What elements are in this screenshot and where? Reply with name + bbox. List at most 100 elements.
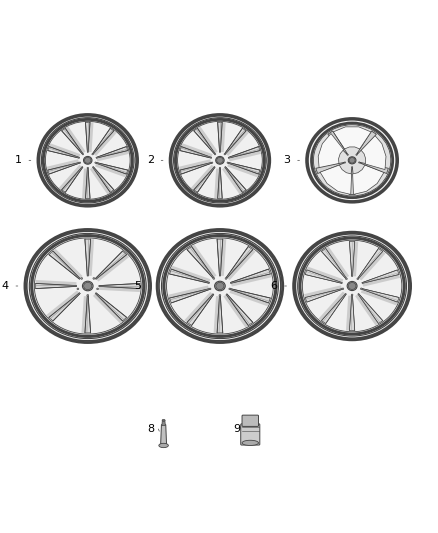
Ellipse shape [342, 288, 344, 289]
Polygon shape [307, 266, 343, 282]
Ellipse shape [349, 158, 355, 163]
Text: 3: 3 [283, 155, 290, 165]
Polygon shape [318, 292, 346, 321]
Ellipse shape [359, 162, 360, 163]
Polygon shape [230, 269, 270, 283]
Polygon shape [99, 284, 140, 288]
Ellipse shape [242, 440, 258, 446]
Polygon shape [318, 134, 344, 169]
Polygon shape [230, 289, 270, 303]
Polygon shape [95, 251, 127, 279]
Polygon shape [225, 167, 246, 192]
Polygon shape [358, 248, 383, 278]
Polygon shape [360, 134, 386, 169]
Ellipse shape [346, 278, 347, 280]
Polygon shape [65, 126, 85, 154]
Polygon shape [218, 168, 222, 198]
Ellipse shape [95, 162, 96, 163]
Text: 5: 5 [134, 281, 141, 291]
Polygon shape [217, 239, 223, 276]
Polygon shape [353, 165, 384, 195]
Ellipse shape [213, 278, 215, 279]
Ellipse shape [173, 118, 266, 203]
Ellipse shape [308, 120, 396, 201]
Polygon shape [180, 163, 212, 174]
Ellipse shape [159, 231, 281, 341]
Polygon shape [304, 285, 342, 297]
Polygon shape [358, 294, 383, 324]
Polygon shape [47, 159, 79, 170]
Ellipse shape [82, 154, 84, 155]
Polygon shape [214, 168, 219, 198]
Ellipse shape [87, 295, 89, 296]
Polygon shape [353, 241, 358, 276]
Polygon shape [170, 269, 209, 283]
Polygon shape [85, 123, 90, 152]
Ellipse shape [348, 282, 356, 289]
Ellipse shape [81, 278, 83, 279]
FancyBboxPatch shape [242, 415, 258, 426]
Polygon shape [328, 131, 348, 155]
Polygon shape [48, 147, 79, 158]
Polygon shape [362, 270, 399, 284]
Polygon shape [99, 286, 140, 292]
Ellipse shape [224, 154, 226, 155]
Ellipse shape [357, 278, 359, 280]
Polygon shape [187, 247, 214, 278]
Polygon shape [220, 123, 226, 152]
Polygon shape [361, 289, 397, 305]
Polygon shape [350, 296, 355, 330]
Polygon shape [96, 163, 128, 174]
Polygon shape [93, 294, 123, 324]
Polygon shape [96, 255, 129, 281]
Ellipse shape [347, 281, 357, 290]
Polygon shape [222, 167, 242, 195]
Ellipse shape [219, 167, 221, 168]
Text: 8: 8 [147, 424, 154, 434]
Polygon shape [90, 167, 110, 195]
Ellipse shape [217, 157, 223, 163]
Polygon shape [227, 163, 258, 177]
Ellipse shape [97, 288, 99, 290]
Polygon shape [228, 147, 260, 158]
Polygon shape [321, 294, 346, 324]
Ellipse shape [351, 167, 353, 168]
Polygon shape [181, 143, 212, 157]
Ellipse shape [348, 157, 356, 164]
Ellipse shape [347, 154, 348, 155]
Polygon shape [88, 123, 93, 152]
Ellipse shape [25, 229, 151, 343]
Polygon shape [93, 167, 114, 192]
Polygon shape [228, 163, 260, 174]
Polygon shape [321, 248, 346, 278]
Polygon shape [49, 251, 80, 279]
Text: 6: 6 [271, 281, 278, 291]
Polygon shape [85, 296, 91, 333]
Polygon shape [194, 128, 215, 154]
Ellipse shape [216, 282, 224, 289]
Ellipse shape [351, 294, 353, 296]
Polygon shape [85, 168, 90, 198]
Ellipse shape [311, 123, 393, 198]
Polygon shape [171, 266, 210, 282]
Polygon shape [320, 165, 352, 195]
Polygon shape [355, 294, 378, 326]
Polygon shape [357, 131, 376, 155]
Polygon shape [226, 247, 253, 278]
Polygon shape [62, 167, 83, 192]
Polygon shape [349, 168, 355, 195]
Polygon shape [305, 270, 342, 284]
Ellipse shape [82, 281, 93, 291]
Text: 2: 2 [147, 155, 154, 165]
Polygon shape [227, 249, 256, 280]
Text: 1: 1 [15, 155, 22, 165]
Polygon shape [180, 147, 212, 158]
Text: 9: 9 [234, 424, 241, 434]
Ellipse shape [77, 288, 79, 290]
Polygon shape [62, 128, 83, 154]
Polygon shape [192, 245, 216, 278]
Polygon shape [59, 165, 82, 190]
Ellipse shape [170, 115, 270, 206]
Ellipse shape [92, 154, 93, 155]
Polygon shape [96, 151, 129, 161]
